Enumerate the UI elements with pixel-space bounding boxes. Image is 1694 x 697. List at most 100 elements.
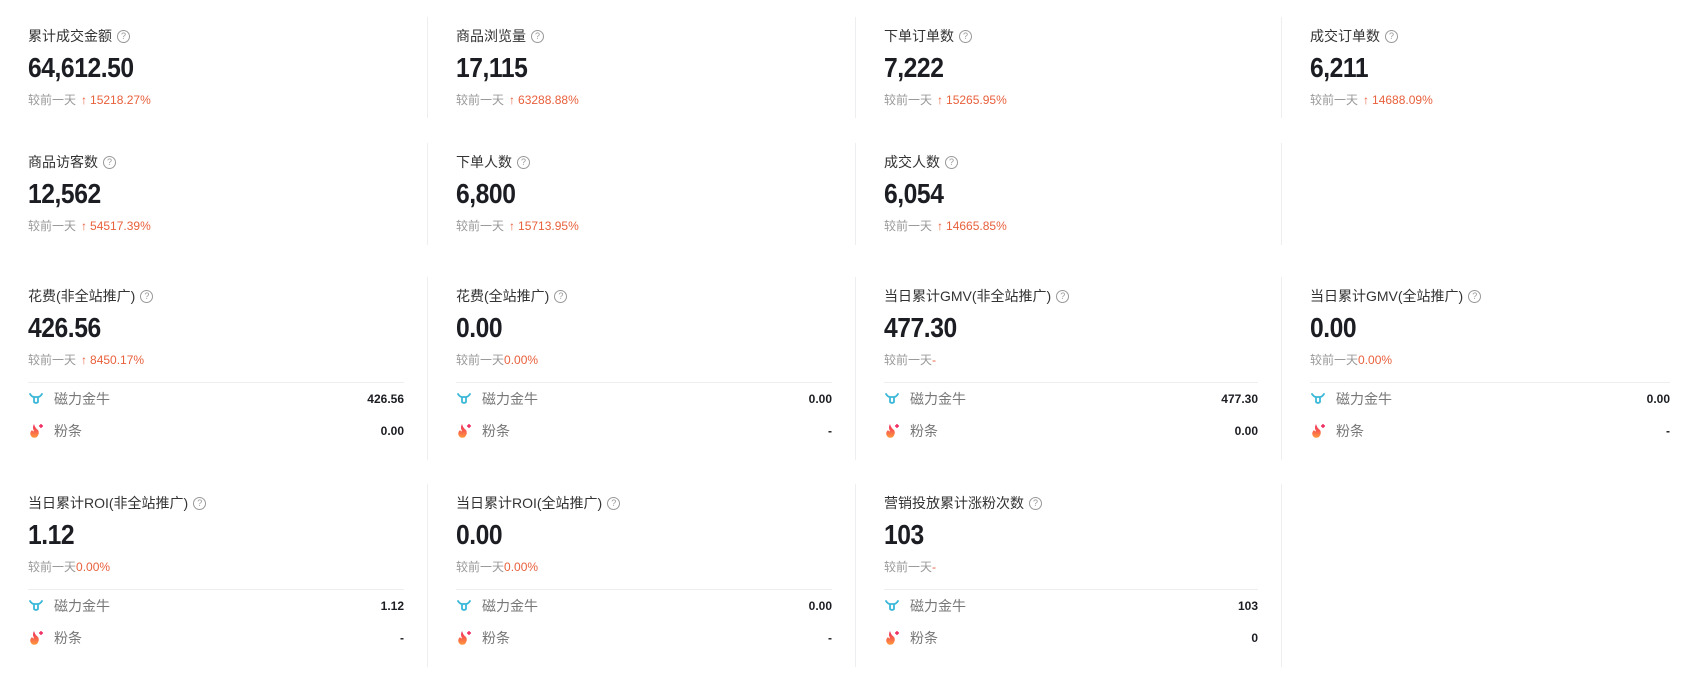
channel-row: 粉条 - — [456, 622, 832, 654]
qianchuan-bull-icon — [456, 391, 472, 407]
metric-card: 花费(全站推广)? 0.00 较前一天0.00% 磁力金牛 0.00 粉条 - — [428, 277, 856, 460]
help-icon[interactable]: ? — [140, 289, 154, 303]
channel-name: 磁力金牛 — [482, 598, 538, 614]
help-icon[interactable]: ? — [607, 496, 621, 510]
compare-label: 较前一天 — [456, 219, 505, 233]
metric-card: 下单人数? 6,800 较前一天 ↑ 15713.95% — [428, 143, 856, 245]
help-icon[interactable]: ? — [517, 155, 530, 169]
fentiao-flame-icon — [456, 630, 472, 646]
metric-label: 商品浏览量? — [456, 26, 832, 46]
metric-label-text: 下单人数 — [456, 154, 512, 170]
help-icon[interactable]: ? — [193, 496, 207, 510]
metric-label-text: 商品浏览量 — [456, 28, 526, 44]
channel-value: 103 — [1237, 599, 1258, 613]
help-icon[interactable]: ? — [531, 29, 544, 43]
metric-change: 较前一天- — [884, 351, 1258, 369]
channel-row: 粉条 - — [28, 622, 404, 654]
change-value: 14665.85% — [946, 219, 1007, 233]
help-icon[interactable]: ? — [554, 289, 568, 303]
help-icon[interactable]: ? — [945, 155, 958, 169]
arrow-up-icon: ↑ — [81, 219, 88, 233]
compare-label: 较前一天 — [884, 353, 933, 367]
metric-label: 当日累计ROI(全站推广)? — [456, 493, 832, 513]
metrics-grid: 累计成交金额? 64,612.50 较前一天 ↑ 15218.27% 商品浏览量? 1… — [0, 17, 1694, 667]
divider — [28, 382, 404, 383]
channel-name: 粉条 — [1336, 423, 1364, 439]
metric-value: 7,222 — [884, 52, 944, 83]
change-value: 0.00% — [1358, 353, 1393, 367]
channel-name: 粉条 — [910, 630, 938, 646]
compare-label: 较前一天 — [28, 219, 77, 233]
help-icon[interactable]: ? — [1385, 29, 1398, 43]
metric-label: 当日累计GMV(非全站推广)? — [884, 286, 1258, 306]
channel-value: 0.00 — [1234, 424, 1258, 438]
help-icon[interactable]: ? — [103, 155, 116, 169]
compare-label: 较前一天 — [884, 219, 933, 233]
metric-label-text: 成交人数 — [884, 154, 940, 170]
metric-change: 较前一天0.00% — [28, 558, 404, 576]
channel-value: 477.30 — [1221, 392, 1258, 406]
metric-label: 累计成交金额? — [28, 26, 404, 46]
change-value: 0.00% — [504, 353, 539, 367]
metric-label: 商品访客数? — [28, 152, 404, 172]
help-icon[interactable]: ? — [1029, 496, 1042, 510]
compare-label: 较前一天 — [456, 93, 505, 107]
metric-card: 商品浏览量? 17,115 较前一天 ↑ 63288.88% — [428, 17, 856, 118]
divider — [884, 589, 1258, 590]
metric-change: 较前一天 ↑ 14665.85% — [884, 217, 1258, 235]
help-icon[interactable]: ? — [1056, 289, 1070, 303]
metric-card: 当日累计ROI(全站推广)? 0.00 较前一天0.00% 磁力金牛 0.00 粉条 - — [428, 484, 856, 667]
channel-value: - — [828, 631, 832, 645]
help-icon[interactable]: ? — [117, 29, 130, 43]
metric-label-text: 累计成交金额 — [28, 28, 112, 44]
metric-value: 477.30 — [884, 312, 957, 343]
divider — [1310, 382, 1670, 383]
channel-name: 磁力金牛 — [910, 391, 966, 407]
metric-value: 6,054 — [884, 178, 944, 209]
metric-value: 0.00 — [456, 519, 503, 550]
channel-name: 磁力金牛 — [482, 391, 538, 407]
change-value: 15218.27% — [90, 93, 151, 107]
metric-label-text: 下单订单数 — [884, 28, 954, 44]
change-value: - — [932, 560, 937, 574]
channel-name: 粉条 — [910, 423, 938, 439]
change-value: - — [932, 353, 937, 367]
help-icon[interactable]: ? — [959, 29, 972, 43]
change-value: 15265.95% — [946, 93, 1007, 107]
channel-row: 粉条 0.00 — [884, 415, 1258, 447]
qianchuan-bull-icon — [28, 391, 44, 407]
metric-label-text: 当日累计ROI(非全站推广) — [28, 495, 189, 511]
metric-card: 累计成交金额? 64,612.50 较前一天 ↑ 15218.27% — [0, 17, 428, 118]
metric-value: 426.56 — [28, 312, 101, 343]
fentiao-flame-icon — [456, 423, 472, 439]
metric-change: 较前一天 ↑ 8450.17% — [28, 351, 404, 369]
channel-row: 磁力金牛 1.12 — [28, 590, 404, 622]
metric-card: 当日累计GMV(非全站推广)? 477.30 较前一天- 磁力金牛 477.30 粉条… — [856, 277, 1282, 460]
change-value: 0.00% — [504, 560, 539, 574]
channel-value: - — [1666, 424, 1670, 438]
metric-label: 花费(全站推广)? — [456, 286, 832, 306]
compare-label: 较前一天 — [1310, 353, 1359, 367]
metric-label-text: 营销投放累计涨粉次数 — [884, 495, 1024, 511]
fentiao-flame-icon — [884, 423, 900, 439]
help-icon[interactable]: ? — [1468, 289, 1482, 303]
metric-change: 较前一天0.00% — [456, 558, 832, 576]
fentiao-flame-icon — [1310, 423, 1326, 439]
divider — [456, 589, 832, 590]
metric-card: 花费(非全站推广)? 426.56 较前一天 ↑ 8450.17% 磁力金牛 426.5… — [0, 277, 428, 460]
compare-label: 较前一天 — [28, 93, 77, 107]
arrow-up-icon: ↑ — [81, 93, 88, 107]
qianchuan-bull-icon — [456, 598, 472, 614]
metric-label-text: 花费(全站推广) — [456, 288, 550, 304]
channel-value: 0.00 — [808, 599, 832, 613]
metric-change: 较前一天 ↑ 14688.09% — [1310, 91, 1670, 109]
divider — [456, 382, 832, 383]
channel-value: 0 — [1251, 631, 1258, 645]
metric-label: 成交人数? — [884, 152, 1258, 172]
change-value: 0.00% — [76, 560, 111, 574]
empty-cell — [1282, 484, 1694, 667]
channel-value: 0.00 — [808, 392, 832, 406]
metric-label: 营销投放累计涨粉次数? — [884, 493, 1258, 513]
metric-label: 花费(非全站推广)? — [28, 286, 404, 306]
arrow-up-icon: ↑ — [1363, 93, 1370, 107]
